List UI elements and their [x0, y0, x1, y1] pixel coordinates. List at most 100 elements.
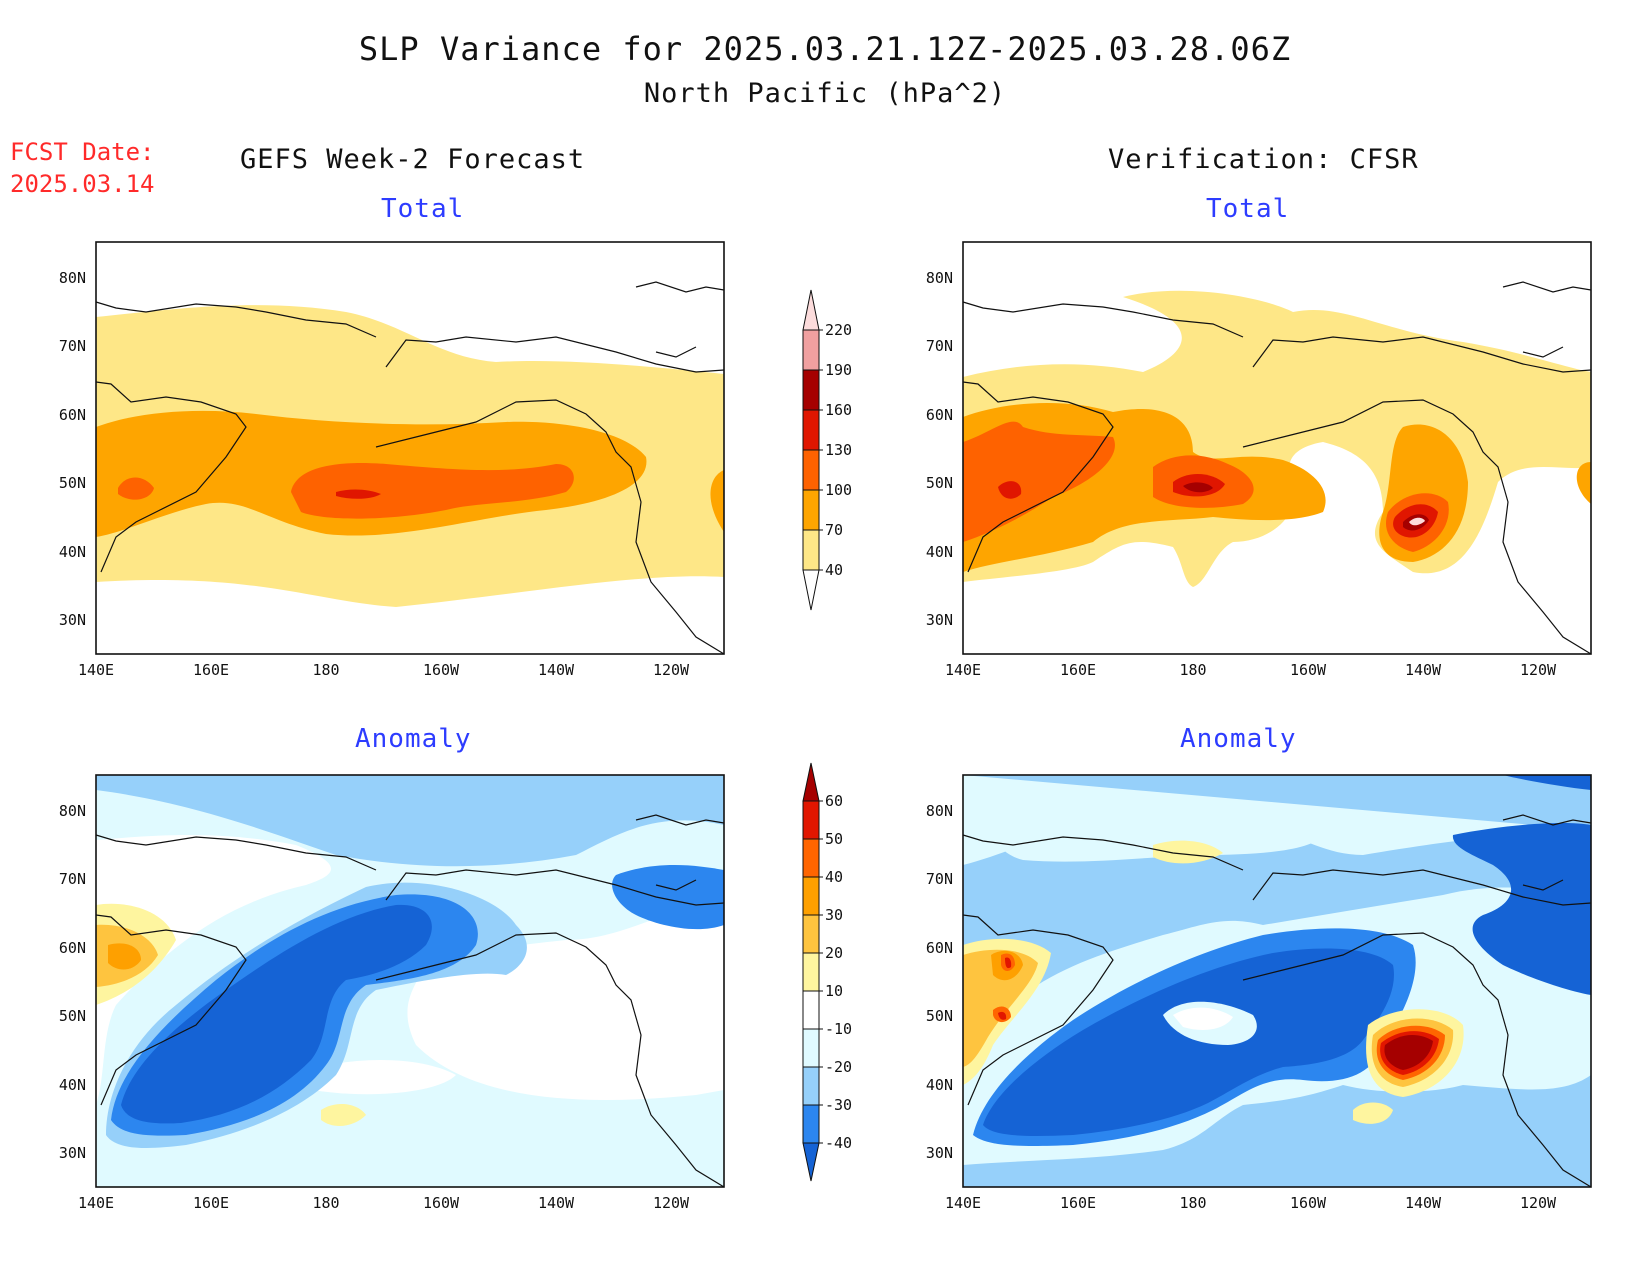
map-cfsr-total: 80N 70N 60N 50N 40N 30N 140E 160E 180 16…	[887, 235, 1607, 675]
total-label-right: Total	[1206, 194, 1290, 224]
colorbar-label: 70	[825, 521, 843, 539]
colorbar-label: 10	[825, 982, 843, 1000]
anomaly-label-right: Anomaly	[1180, 724, 1297, 754]
contour-100-west	[118, 477, 154, 500]
lat-tick: 60N	[926, 406, 953, 424]
lat-tick: 50N	[926, 474, 953, 492]
colorbar-swatch	[802, 369, 820, 411]
lon-tick: 140W	[1405, 661, 1442, 675]
colorbar-swatch	[802, 329, 820, 371]
colorbar-swatch	[802, 289, 820, 331]
colorbar-swatch	[802, 489, 820, 531]
contour-plus10-mid	[1153, 840, 1223, 864]
contour-70-edge	[1576, 462, 1591, 504]
lon-tick: 180	[1179, 661, 1206, 675]
colorbar-swatch	[802, 838, 820, 878]
colorbar-swatch	[802, 952, 820, 992]
lon-tick: 140E	[78, 661, 114, 675]
contour-100	[963, 421, 1115, 542]
coastline	[95, 281, 725, 655]
lat-tick: 70N	[59, 337, 86, 355]
lat-axis: 80N 70N 60N 50N 40N 30N	[59, 802, 86, 1162]
anomaly-label-left: Anomaly	[355, 724, 472, 754]
lon-tick: 160E	[193, 661, 229, 675]
colorbar-label: 50	[825, 830, 843, 848]
lat-tick: 30N	[926, 611, 953, 629]
colorbar-swatch	[802, 529, 820, 571]
lat-tick: 40N	[59, 1076, 86, 1094]
lat-tick: 60N	[59, 939, 86, 957]
lon-tick: 160E	[1060, 1194, 1096, 1208]
lat-tick: 80N	[926, 269, 953, 287]
lat-tick: 40N	[59, 543, 86, 561]
lon-tick: 120W	[653, 661, 690, 675]
lat-axis: 80N 70N 60N 50N 40N 30N	[926, 802, 953, 1162]
colorbar-label: 20	[825, 944, 843, 962]
contour-plus60-e	[1384, 1035, 1433, 1070]
lat-tick: 50N	[926, 1007, 953, 1025]
colorbar-anomaly: 60 50 40 30 20 10 -10 -20 -30 -40	[795, 758, 875, 1212]
colorbar-label: 220	[825, 321, 852, 339]
lat-tick: 60N	[59, 406, 86, 424]
lat-tick: 50N	[59, 474, 86, 492]
main-title: SLP Variance for 2025.03.21.12Z-2025.03.…	[358, 30, 1292, 68]
contour-plus10-s	[1353, 1102, 1393, 1124]
contour-minus20	[963, 775, 1591, 1187]
lat-tick: 70N	[926, 870, 953, 888]
lat-tick: 80N	[59, 269, 86, 287]
colorbar-tail	[802, 569, 820, 611]
contour-plus50-w	[1005, 957, 1012, 969]
lat-tick: 60N	[926, 939, 953, 957]
lon-tick: 120W	[1520, 661, 1557, 675]
colorbar-label: 190	[825, 361, 852, 379]
lon-tick: 120W	[1520, 1194, 1557, 1208]
lat-tick: 50N	[59, 1007, 86, 1025]
lon-axis: 140E 160E 180 160W 140W 120W	[78, 661, 690, 675]
contour-70-east	[710, 470, 724, 532]
left-column-title: GEFS Week-2 Forecast	[240, 144, 586, 175]
fcst-date-block: FCST Date: 2025.03.14	[10, 136, 155, 200]
colorbar-label: -20	[825, 1058, 852, 1076]
map-gefs-total: 80N 70N 60N 50N 40N 30N 140E 160E 180 16…	[20, 235, 740, 675]
lon-tick: 140E	[78, 1194, 114, 1208]
colorbar-label: 40	[825, 868, 843, 886]
coastline	[95, 814, 725, 1188]
lat-tick: 70N	[59, 870, 86, 888]
colorbar-label: 100	[825, 481, 852, 499]
colorbar-swatch	[802, 1066, 820, 1106]
lon-tick: 160E	[193, 1194, 229, 1208]
colorbar-label: 30	[825, 906, 843, 924]
contour-minus30-ne	[612, 865, 724, 930]
lon-tick: 120W	[653, 1194, 690, 1208]
lon-tick: 160W	[423, 1194, 460, 1208]
colorbar-swatch	[802, 1104, 820, 1144]
colorbar-swatch	[802, 800, 820, 840]
contour-minus40	[121, 904, 432, 1124]
colorbar-swatch	[802, 762, 820, 802]
fcst-date-label: FCST Date:	[10, 138, 155, 166]
colorbar-label: 60	[825, 792, 843, 810]
contour-plus30	[108, 943, 141, 970]
lon-tick: 160E	[1060, 661, 1096, 675]
contour-minus40	[983, 948, 1394, 1136]
fcst-date-value: 2025.03.14	[10, 170, 155, 198]
lat-tick: 30N	[59, 611, 86, 629]
colorbar-swatch	[802, 449, 820, 491]
contour-minus10-ring	[992, 806, 1323, 862]
lat-tick: 40N	[926, 543, 953, 561]
map-cfsr-anomaly: 80N 70N 60N 50N 40N 30N 140E 160E 180 16…	[887, 768, 1607, 1208]
contour-130	[998, 481, 1022, 499]
coastline	[962, 281, 1592, 655]
lon-tick: 140E	[945, 1194, 981, 1208]
right-column-title: Verification: CFSR	[1108, 144, 1419, 175]
coastline	[962, 814, 1592, 1188]
lon-axis: 140E 160E 180 160W 140W 120W	[945, 661, 1557, 675]
contour-plus10-s	[321, 1103, 366, 1127]
lon-tick: 160W	[1290, 661, 1327, 675]
colorbar-label: -10	[825, 1020, 852, 1038]
contour-plus50-w2	[998, 1011, 1007, 1020]
lat-tick: 30N	[59, 1144, 86, 1162]
lat-axis: 80N 70N 60N 50N 40N 30N	[926, 269, 953, 629]
contour-minus40-ne	[1452, 823, 1591, 995]
lon-tick: 140E	[945, 661, 981, 675]
